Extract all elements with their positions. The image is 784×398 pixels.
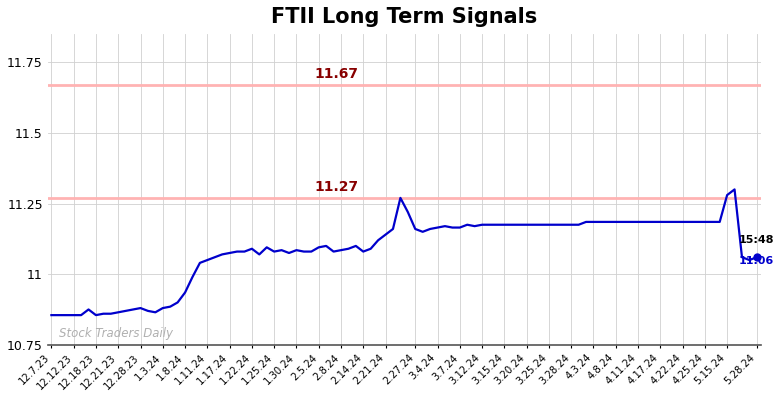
Text: Stock Traders Daily: Stock Traders Daily — [59, 327, 172, 340]
Text: 15:48: 15:48 — [739, 234, 774, 244]
Text: 11.06: 11.06 — [739, 256, 774, 266]
Text: 11.27: 11.27 — [314, 179, 358, 194]
Title: FTII Long Term Signals: FTII Long Term Signals — [271, 7, 537, 27]
Text: 11.67: 11.67 — [314, 67, 358, 81]
